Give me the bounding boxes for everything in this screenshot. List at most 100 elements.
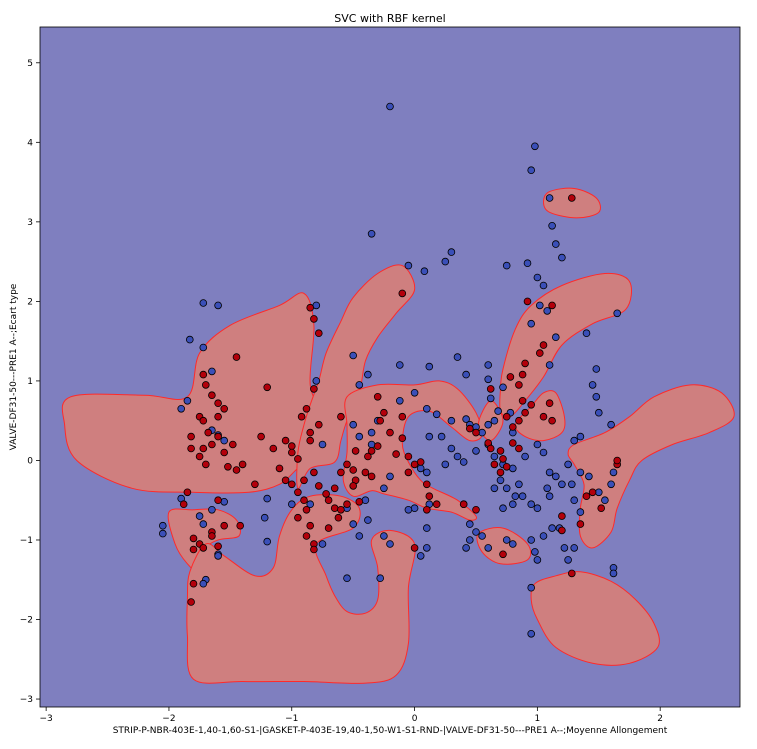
x-tick-label-3: 0 bbox=[412, 714, 418, 724]
point-blue-0 bbox=[386, 102, 394, 111]
point-blue-71 bbox=[349, 420, 358, 429]
x-tick-label-5: 2 bbox=[657, 714, 663, 724]
point-blue-67 bbox=[312, 377, 321, 385]
point-red-50 bbox=[297, 412, 306, 421]
point-red-103 bbox=[351, 447, 360, 455]
point-red-90 bbox=[386, 428, 394, 437]
point-blue-114 bbox=[545, 492, 554, 501]
plot-area bbox=[39, 26, 741, 708]
y-tick-label-7: 4 bbox=[27, 138, 33, 148]
point-red-82 bbox=[361, 468, 370, 477]
point-blue-98 bbox=[472, 528, 480, 536]
point-blue-154 bbox=[263, 494, 272, 503]
point-blue-122 bbox=[594, 488, 603, 497]
point-red-87 bbox=[376, 416, 385, 425]
point-red-144 bbox=[179, 500, 188, 509]
point-red-96 bbox=[416, 458, 425, 466]
point-red-48 bbox=[306, 436, 315, 445]
point-blue-112 bbox=[533, 504, 542, 513]
point-blue-47 bbox=[472, 447, 480, 455]
point-blue-54 bbox=[545, 468, 554, 477]
point-blue-130 bbox=[533, 556, 542, 564]
point-red-46 bbox=[287, 448, 296, 457]
point-red-14 bbox=[545, 399, 554, 408]
y-axis-label: VALVE-DF31-50---PRE1 A--;Ecart type bbox=[9, 283, 19, 450]
point-blue-110 bbox=[518, 492, 527, 501]
point-red-23 bbox=[199, 370, 208, 379]
point-red-135 bbox=[187, 598, 195, 606]
point-red-115 bbox=[502, 462, 511, 471]
point-red-99 bbox=[425, 492, 434, 501]
point-blue-89 bbox=[386, 540, 394, 548]
point-red-83 bbox=[367, 472, 376, 481]
point-red-93 bbox=[392, 450, 400, 458]
point-red-92 bbox=[398, 434, 407, 443]
point-blue-69 bbox=[395, 396, 404, 405]
point-blue-5 bbox=[551, 240, 560, 248]
point-red-131 bbox=[189, 534, 198, 543]
point-blue-59 bbox=[592, 365, 601, 373]
point-red-69 bbox=[324, 496, 333, 505]
point-red-127 bbox=[597, 504, 605, 513]
point-blue-42 bbox=[462, 415, 470, 423]
point-red-12 bbox=[508, 423, 517, 431]
point-blue-119 bbox=[576, 508, 585, 516]
point-red-21 bbox=[314, 329, 323, 338]
point-blue-60 bbox=[592, 392, 601, 401]
point-blue-87 bbox=[355, 532, 364, 540]
point-blue-22 bbox=[186, 335, 194, 344]
point-blue-135 bbox=[564, 556, 572, 564]
point-red-108 bbox=[472, 505, 480, 514]
point-blue-26 bbox=[395, 361, 404, 369]
point-blue-9 bbox=[539, 281, 548, 290]
point-blue-103 bbox=[499, 504, 507, 513]
point-blue-2 bbox=[527, 166, 535, 175]
point-red-49 bbox=[306, 428, 315, 437]
point-blue-108 bbox=[502, 484, 511, 493]
point-red-1 bbox=[523, 297, 532, 306]
point-blue-86 bbox=[349, 520, 358, 528]
point-blue-94 bbox=[404, 505, 413, 514]
point-blue-10 bbox=[535, 301, 544, 310]
point-blue-100 bbox=[462, 544, 470, 552]
point-red-70 bbox=[330, 504, 339, 513]
point-blue-7 bbox=[523, 259, 532, 268]
point-red-79 bbox=[349, 482, 358, 490]
point-red-8 bbox=[518, 396, 527, 405]
point-red-98 bbox=[422, 480, 431, 489]
point-blue-82 bbox=[386, 472, 394, 481]
point-blue-63 bbox=[613, 309, 621, 318]
point-blue-31 bbox=[484, 375, 493, 384]
point-blue-65 bbox=[551, 333, 560, 342]
point-red-6 bbox=[518, 370, 527, 379]
point-blue-150 bbox=[199, 579, 208, 588]
point-blue-102 bbox=[484, 544, 493, 552]
point-blue-6 bbox=[558, 253, 566, 262]
point-blue-153 bbox=[195, 512, 204, 520]
point-blue-140 bbox=[508, 540, 517, 548]
point-blue-18 bbox=[420, 267, 429, 276]
x-axis-label: STRIP-P-NBR-403E-1,40-1,60-S1-|GASKET-P-… bbox=[113, 726, 668, 736]
x-tick-label-0: −3 bbox=[39, 714, 52, 724]
point-red-72 bbox=[334, 513, 343, 522]
point-red-47 bbox=[294, 455, 302, 463]
point-red-66 bbox=[310, 468, 318, 477]
point-red-105 bbox=[238, 460, 247, 469]
point-blue-12 bbox=[527, 319, 535, 328]
point-red-43 bbox=[269, 444, 278, 453]
point-blue-41 bbox=[447, 416, 456, 425]
point-blue-104 bbox=[508, 500, 517, 509]
point-red-24 bbox=[202, 381, 210, 389]
point-red-3 bbox=[539, 341, 548, 349]
point-red-7 bbox=[515, 381, 523, 389]
x-tick-label-1: −2 bbox=[162, 714, 175, 724]
point-blue-165 bbox=[208, 367, 216, 376]
point-red-22 bbox=[232, 353, 241, 361]
point-blue-79 bbox=[441, 460, 450, 469]
point-blue-121 bbox=[585, 472, 593, 481]
point-red-0 bbox=[567, 194, 576, 202]
point-blue-146 bbox=[220, 497, 229, 506]
point-red-11 bbox=[515, 416, 523, 425]
point-red-28 bbox=[199, 416, 208, 425]
point-blue-61 bbox=[594, 408, 603, 417]
